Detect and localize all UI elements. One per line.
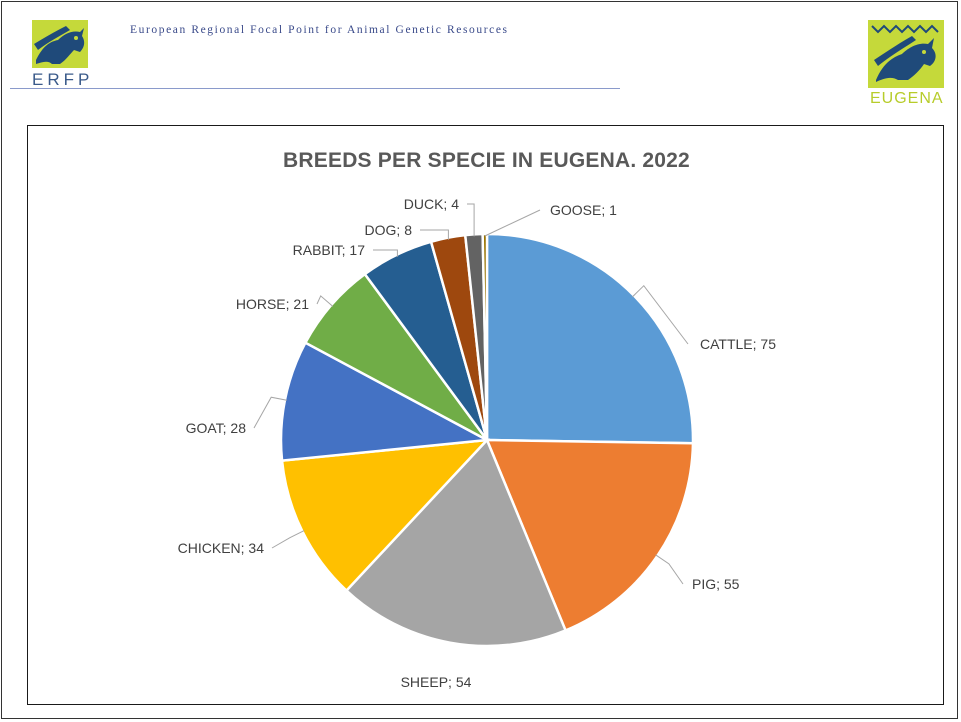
erfp-logo: ERFP — [30, 20, 92, 92]
pie-slice-goose — [481, 232, 489, 441]
eugena-logo-text: EUGENA — [870, 90, 944, 107]
pie-slices — [279, 232, 695, 648]
leader-line-rabbit — [373, 249, 398, 257]
leader-line-duck — [467, 203, 475, 237]
leader-line-goat — [253, 396, 287, 429]
leader-line-cattle — [632, 284, 689, 345]
chart-title: BREEDS PER SPECIE IN EUGENA. 2022 — [283, 149, 690, 172]
leader-line-chicken — [271, 530, 305, 549]
leader-line-pig — [655, 554, 684, 585]
erfp-logo-text: ERFP — [32, 70, 94, 89]
organization-name: European Regional Focal Point for Animal… — [130, 24, 509, 36]
data-label-pig: PIG; 55 — [692, 576, 740, 592]
pie-slice-sheep — [344, 437, 568, 648]
pie-chart: CATTLE; 75 PIG; 55 SHEEP; 54 CHICKEN; 34 GOA… — [178, 196, 777, 690]
pie-slice-cattle — [485, 232, 695, 445]
data-label-cattle: CATTLE; 75 — [700, 336, 776, 352]
leader-line-goose — [484, 209, 541, 237]
data-label-goat: GOAT; 28 — [186, 420, 247, 436]
header-divider — [10, 88, 620, 89]
eugena-logo: EUGENA — [868, 20, 946, 112]
data-labels: CATTLE; 75 PIG; 55 SHEEP; 54 CHICKEN; 34 GOA… — [178, 196, 777, 690]
data-label-sheep: SHEEP; 54 — [401, 674, 472, 690]
leader-lines — [253, 203, 689, 585]
data-label-dog: DOG; 8 — [365, 222, 413, 238]
chart-area: BREEDS PER SPECIE IN EUGENA. 2022 CATTLE… — [27, 125, 944, 705]
data-label-chicken: CHICKEN; 34 — [178, 540, 265, 556]
leader-line-dog — [420, 229, 449, 240]
data-label-horse: HORSE; 21 — [236, 296, 309, 312]
data-label-duck: DUCK; 4 — [404, 196, 459, 212]
data-label-goose: GOOSE; 1 — [550, 202, 617, 218]
data-label-rabbit: RABBIT; 17 — [293, 242, 366, 258]
leader-line-horse — [316, 295, 334, 307]
